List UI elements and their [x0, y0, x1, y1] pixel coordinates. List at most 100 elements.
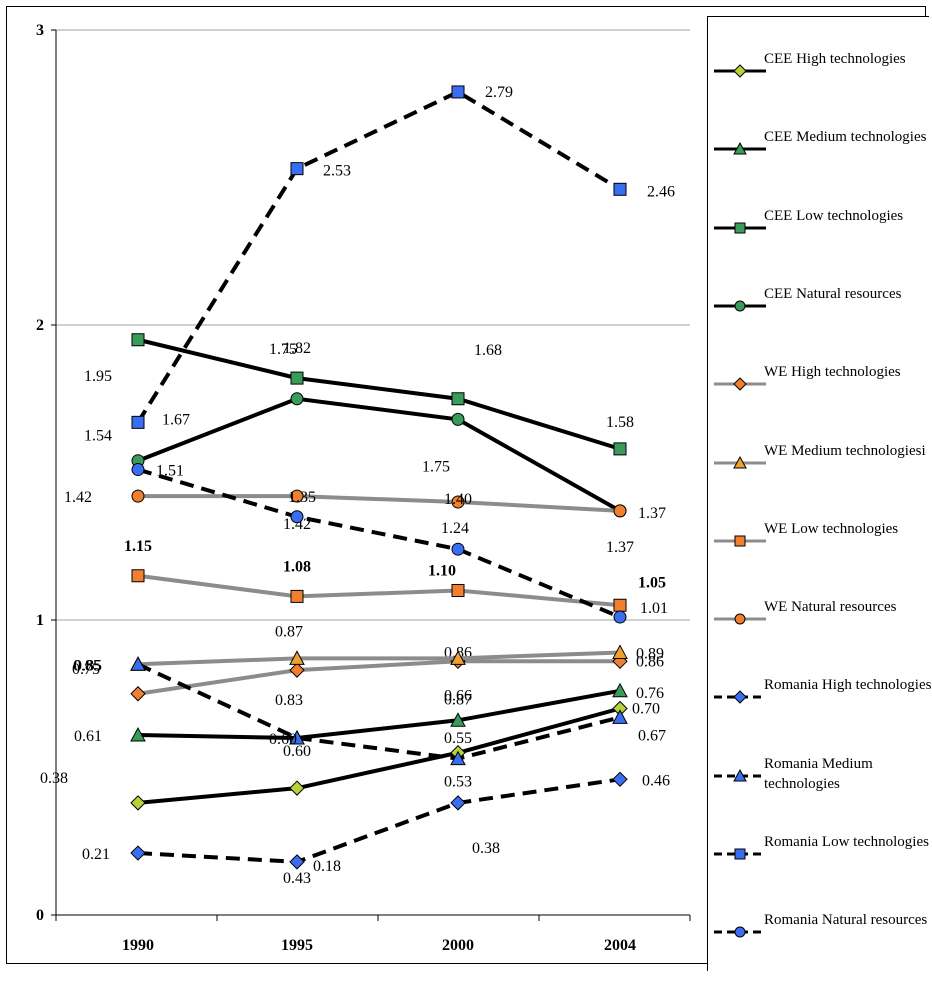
- data-point-square: [290, 589, 304, 603]
- data-label: 1.15: [124, 538, 152, 555]
- data-point-diamond: [450, 795, 466, 811]
- legend-item: CEE Natural resources: [708, 278, 932, 356]
- series-line: [137, 396, 621, 513]
- series-line: [137, 573, 621, 608]
- data-label: 0.46: [642, 772, 670, 789]
- data-point-circle: [734, 926, 746, 938]
- data-point-circle: [734, 300, 746, 312]
- series-we-natural-resources: 1.42 1.42 1.40 1.37: [64, 489, 634, 556]
- series-romania-natural-resources: 1.51 1.35 1.24 1.01: [131, 463, 668, 624]
- data-point-circle: [290, 489, 304, 503]
- data-label: 1.95: [84, 368, 112, 385]
- legend-swatch: [714, 455, 766, 468]
- data-point-circle: [290, 392, 304, 406]
- data-point-triangle: [289, 729, 305, 745]
- data-point-diamond: [612, 771, 628, 788]
- legend-item: WE Medium technologiesi: [708, 435, 932, 513]
- data-label: 1.42: [283, 516, 311, 533]
- data-label: 0.38: [40, 770, 68, 787]
- legend-label: Romania Low technologies: [764, 834, 929, 850]
- data-label: 0.60: [283, 743, 311, 760]
- legend-label: WE High technologies: [764, 364, 901, 381]
- data-point-square: [451, 392, 465, 406]
- series-cee-low-technologies: 1.95 1.82 1.68 1.58: [84, 333, 634, 456]
- data-label: 1.75: [422, 458, 450, 475]
- data-point-triangle: [450, 712, 466, 727]
- y-tick-label: 1: [36, 612, 44, 629]
- data-point-circle: [290, 510, 304, 524]
- legend-item: WE Natural resources: [708, 591, 932, 669]
- data-point-square: [734, 848, 746, 860]
- data-point-square: [131, 333, 145, 347]
- data-label: 0.85: [74, 657, 102, 674]
- x-tick-label: 2004: [604, 937, 636, 954]
- y-tick-label: 3: [36, 22, 44, 39]
- legend-swatch: [714, 300, 766, 312]
- data-label: 1.67: [162, 411, 190, 428]
- legend-swatch: [714, 64, 766, 78]
- legend-swatch: [714, 377, 766, 391]
- data-label: 1.68: [474, 342, 502, 359]
- data-point-square: [613, 182, 627, 196]
- data-point-circle: [613, 504, 627, 518]
- data-label: 0.89: [636, 645, 664, 662]
- series-line: [137, 706, 621, 805]
- data-point-diamond: [130, 845, 146, 861]
- data-point-circle: [451, 412, 465, 426]
- x-tick-label: 2000: [442, 937, 474, 954]
- data-label: 0.60: [269, 731, 297, 748]
- data-point-square: [734, 222, 746, 234]
- series-line: [137, 777, 621, 864]
- series-line: [137, 662, 621, 761]
- data-point-triangle: [733, 768, 747, 782]
- data-label: 0.18: [313, 858, 341, 875]
- data-label: 0.87: [444, 691, 472, 708]
- legend-label: CEE High technologies: [764, 51, 906, 67]
- data-point-diamond: [130, 686, 146, 702]
- legend-label: CEE Medium technologies: [764, 129, 927, 146]
- data-label: 1.58: [606, 414, 634, 431]
- data-label: 0.21: [82, 846, 110, 863]
- legend-item: Romania Low technologies: [708, 826, 932, 904]
- legend-label: Romania Natural resources: [764, 912, 928, 929]
- data-point-triangle: [733, 142, 747, 155]
- legend-item: CEE Low technologies: [708, 200, 932, 278]
- data-label: 0.76: [636, 685, 664, 702]
- data-label: 1.54: [84, 428, 112, 445]
- data-label: 0.85: [73, 657, 101, 674]
- data-point-square: [451, 584, 465, 597]
- data-label: 2.79: [485, 84, 513, 101]
- series-line: [137, 467, 621, 619]
- data-label: 0.53: [444, 774, 472, 791]
- data-label: 1.37: [606, 539, 634, 556]
- data-point-triangle: [130, 726, 146, 742]
- series-line: [137, 337, 621, 451]
- data-point-triangle: [450, 750, 466, 766]
- data-point-diamond: [733, 690, 747, 705]
- data-point-diamond: [130, 795, 146, 811]
- data-label: 1.35: [288, 489, 316, 506]
- data-point-square: [290, 162, 304, 176]
- x-tick-label: 1995: [281, 937, 313, 954]
- legend-swatch: [714, 142, 766, 155]
- data-label: 1.37: [638, 505, 666, 522]
- data-label: 0.43: [283, 870, 311, 887]
- y-tick-label: 2: [36, 317, 44, 334]
- data-label: 0.67: [638, 727, 666, 744]
- data-point-diamond: [733, 64, 747, 78]
- data-label: 1.05: [638, 574, 666, 591]
- data-point-triangle: [612, 644, 628, 659]
- data-label: 1.51: [156, 463, 184, 480]
- data-label: 1.40: [444, 491, 472, 508]
- data-point-circle: [131, 489, 145, 503]
- legend-label: CEE Natural resources: [764, 285, 902, 302]
- data-point-square: [131, 569, 145, 583]
- legend-swatch: [714, 690, 766, 705]
- data-label: 0.70: [632, 701, 660, 718]
- data-point-square: [613, 598, 627, 612]
- legend-swatch: [714, 926, 766, 938]
- legend-item: Romania High technologies: [708, 669, 932, 747]
- data-label: 0.83: [275, 692, 303, 709]
- data-point-triangle: [612, 682, 628, 698]
- legend-swatch: [714, 613, 766, 625]
